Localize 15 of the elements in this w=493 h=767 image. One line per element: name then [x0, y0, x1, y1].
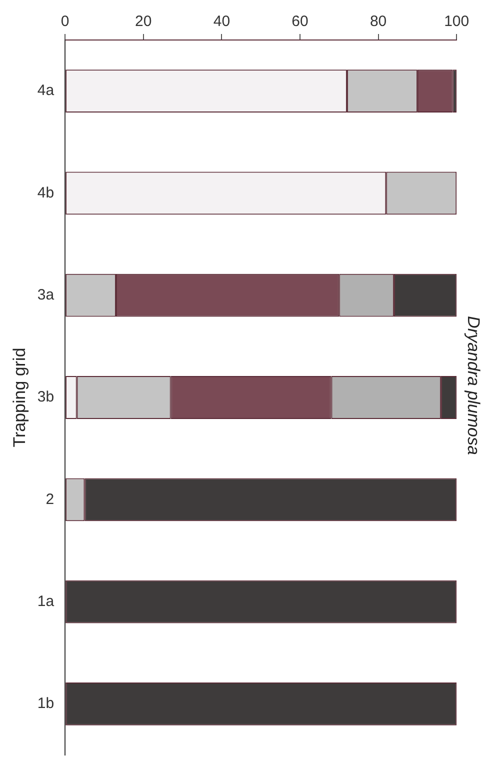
y-tick-label: 1b [37, 695, 54, 712]
x-tick-label: 80 [370, 13, 387, 30]
x-tick-label: 20 [135, 13, 152, 30]
y-tick-label: 1a [37, 592, 55, 610]
y-tick-label: 3b [37, 388, 54, 406]
x-tick-label: 40 [213, 13, 230, 30]
text: Dryandra plumosa [464, 316, 484, 455]
y-tick-label: 4b [37, 184, 54, 202]
y-tick-label: 3a [37, 286, 55, 304]
y-axis-title: Trapping grid [10, 348, 29, 448]
y-tick-label: 2 [46, 490, 54, 508]
x-tick-label: 100 [444, 13, 470, 30]
x-tick-label: 60 [292, 13, 308, 30]
x-tick-label: 0 [60, 13, 70, 30]
y-tick-label: 4a [37, 82, 55, 100]
